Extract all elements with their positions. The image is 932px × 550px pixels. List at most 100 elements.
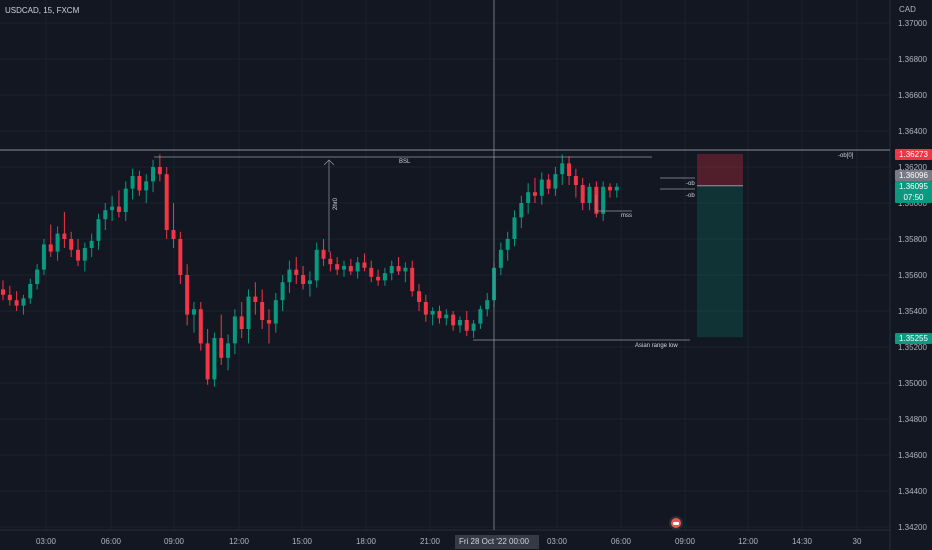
price-tag-stop: 1.36273: [895, 149, 932, 160]
x-tick-label: 14:30: [792, 537, 813, 546]
y-tick-label: 1.35600: [898, 271, 927, 280]
candle-body: [76, 249, 81, 261]
candle-body: [478, 309, 483, 324]
candle-body: [614, 186, 619, 191]
y-tick-label: 1.34200: [898, 523, 927, 532]
last-price: 1.36095: [899, 182, 928, 191]
x-tick-label: 09:00: [675, 537, 696, 546]
y-tick-label: 1.34600: [898, 451, 927, 460]
x-tick-label: 15:00: [292, 537, 313, 546]
candle-body: [389, 266, 394, 274]
candle-body: [485, 300, 490, 310]
candle-body: [417, 291, 422, 302]
candle-body: [253, 296, 258, 302]
candle-body: [471, 323, 476, 331]
candle-body: [294, 269, 299, 275]
candle-body: [151, 167, 156, 182]
price-tag-last: 1.36095 07:50: [895, 181, 932, 203]
candle-body: [205, 343, 210, 380]
candle-body: [573, 176, 578, 185]
candle-body: [171, 230, 176, 239]
candle-body: [246, 296, 251, 329]
candle-body: [110, 206, 115, 211]
candle-body: [280, 282, 285, 301]
bar-countdown: 07:50: [903, 193, 924, 202]
candle-body: [430, 311, 435, 315]
y-tick-label: 1.35000: [898, 379, 927, 388]
candle-body: [335, 264, 340, 270]
candle-body: [89, 240, 94, 248]
bsl-label: BSL: [399, 159, 411, 165]
candle-body: [266, 320, 271, 324]
candle-body: [1, 289, 5, 295]
candle-body: [560, 163, 565, 175]
y-tick-label: 1.35200: [898, 343, 927, 352]
candle-body: [130, 176, 135, 189]
candle-body: [144, 181, 149, 191]
reward-zone: [697, 185, 743, 338]
candle-body: [41, 244, 46, 270]
candle-body: [14, 300, 19, 306]
candle-body: [96, 219, 101, 241]
y-tick-label: 1.34800: [898, 415, 927, 424]
currency-label: CAD: [899, 5, 916, 14]
arrow-head: [323, 159, 335, 166]
asian-range-label: Asian range low: [635, 343, 678, 349]
candle-body: [423, 302, 428, 315]
candle-body: [212, 338, 217, 380]
price-tag-entry: 1.36096: [895, 170, 932, 181]
candle-body: [157, 167, 162, 175]
candle-body: [314, 249, 319, 281]
x-tick-label: 03:00: [36, 537, 57, 546]
candle-body: [396, 266, 401, 272]
candle-body: [116, 206, 121, 212]
candle-body: [355, 262, 360, 272]
y-tick-label: 1.36800: [898, 55, 927, 64]
y-tick-label: 1.36000: [898, 199, 927, 208]
candle-body: [164, 174, 169, 230]
candle-body: [198, 309, 203, 344]
candle-body: [437, 311, 442, 319]
candle-body: [464, 320, 469, 331]
candle-body: [532, 192, 537, 196]
candle-body: [553, 174, 558, 189]
candle-body: [103, 210, 108, 220]
x-tick-label: 06:00: [611, 537, 632, 546]
candle-body: [137, 176, 142, 191]
y-tick-label: 1.36200: [898, 163, 927, 172]
candle-body: [505, 239, 510, 250]
candle-body: [82, 248, 87, 261]
candle-body: [7, 294, 12, 301]
candle-body: [232, 316, 237, 344]
candle-body: [519, 203, 524, 218]
y-tick-label: 1.36400: [898, 127, 927, 136]
candle-body: [444, 314, 449, 319]
candle-body: [21, 298, 26, 306]
x-tick-label: 06:00: [101, 537, 122, 546]
y-tick-label: 1.34400: [898, 487, 927, 496]
price-tag-target: 1.35255: [895, 333, 932, 344]
y-tick-label: 1.35800: [898, 235, 927, 244]
candle-body: [498, 249, 503, 268]
candle-body: [587, 186, 592, 203]
candle-body: [307, 280, 312, 284]
candle-body: [178, 239, 183, 275]
tradingview-logo-icon[interactable]: [669, 516, 683, 530]
candle-body: [301, 275, 306, 284]
symbol-title: USDCAD, 15, FXCM: [5, 6, 80, 15]
x-tick-label: 18:00: [356, 537, 377, 546]
candle-body: [526, 192, 531, 203]
candle-body: [123, 188, 128, 212]
candle-body: [457, 320, 462, 326]
candle-body: [185, 275, 190, 315]
candle-body: [601, 186, 606, 214]
x-tick-label: 21:00: [420, 537, 441, 546]
candle-body: [362, 262, 367, 268]
y-tick-label: 1.36600: [898, 91, 927, 100]
x-tick-label: 30: [853, 537, 862, 546]
candle-body: [382, 273, 387, 281]
crosshair-time-label: Fri 28 Oct '22 00:00: [455, 535, 539, 549]
candle-body: [62, 233, 67, 239]
candle-body: [226, 343, 231, 358]
